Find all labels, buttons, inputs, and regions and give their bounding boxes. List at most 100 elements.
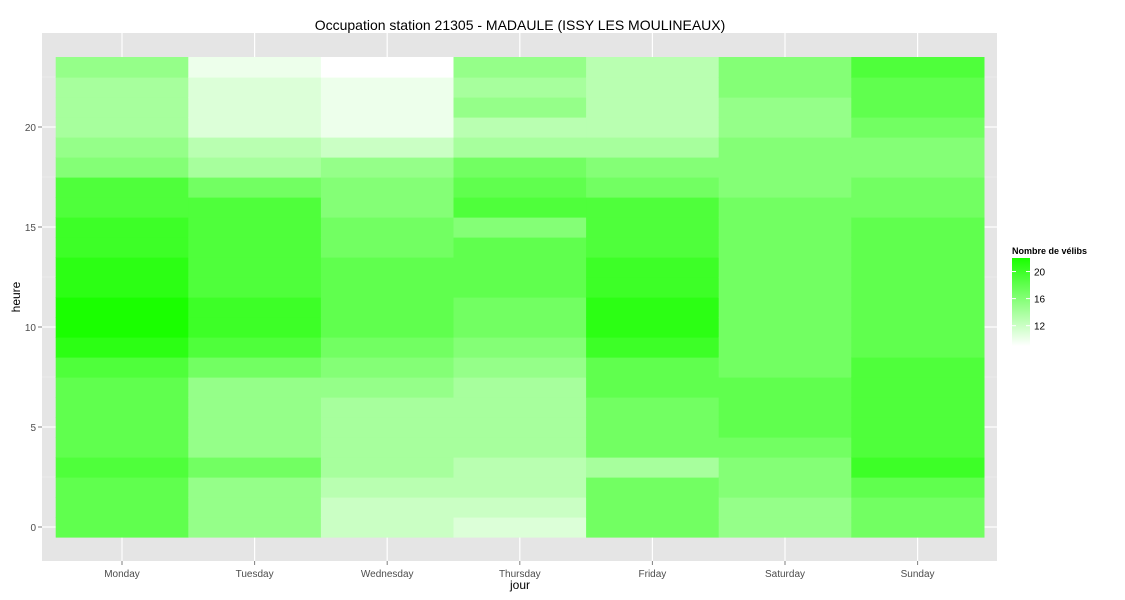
heatmap-cell <box>320 197 455 218</box>
heatmap-cell <box>718 57 852 78</box>
heatmap-cell <box>55 197 189 218</box>
heatmap-cell <box>188 157 322 178</box>
heatmap-cell <box>586 437 720 458</box>
y-axis-ticks: 0 5 10 15 20 <box>25 123 42 534</box>
heatmap-cell <box>188 437 322 458</box>
heatmap-cell <box>188 217 322 238</box>
heatmap-cell <box>188 477 322 498</box>
heatmap-cell <box>320 497 455 518</box>
heatmap-cell <box>718 237 852 258</box>
heatmap-cell <box>320 417 455 438</box>
heatmap-cell <box>188 117 322 138</box>
heatmap-cell <box>851 177 985 198</box>
x-tick-label: Monday <box>104 569 140 580</box>
heatmap-cell <box>320 257 455 278</box>
heatmap-cell <box>320 117 455 138</box>
heatmap-cell <box>188 297 322 318</box>
heatmap-cell <box>320 297 455 318</box>
heatmap-cell <box>320 137 455 158</box>
heatmap-cell <box>586 357 720 378</box>
heatmap-cell <box>453 177 587 198</box>
heatmap-cell <box>188 277 322 298</box>
heatmap-cell <box>55 517 189 538</box>
y-tick-label: 0 <box>30 523 36 534</box>
heatmap-cell <box>586 377 720 398</box>
heatmap-cell <box>320 237 455 258</box>
chart-title: Occupation station 21305 - MADAULE (ISSY… <box>315 17 726 33</box>
x-tick-label: Saturday <box>765 569 805 580</box>
legend-tick-label: 12 <box>1034 322 1046 333</box>
heatmap-cell <box>851 237 985 258</box>
heatmap-cell <box>453 357 587 378</box>
heatmap-cell <box>718 357 852 378</box>
legend-tick-label: 16 <box>1034 295 1046 306</box>
heatmap-cell <box>188 137 322 158</box>
heatmap-cell <box>718 197 852 218</box>
x-tick-label: Wednesday <box>361 569 414 580</box>
heatmap-cell <box>55 377 189 398</box>
y-tick-label: 10 <box>25 323 37 334</box>
heatmap-cell <box>188 497 322 518</box>
heatmap-cell <box>55 337 189 358</box>
heatmap-cell <box>586 237 720 258</box>
heatmap-cell <box>320 317 455 338</box>
heatmap-cell <box>188 317 322 338</box>
heatmap-cell <box>586 477 720 498</box>
heatmap-cell <box>453 257 587 278</box>
heatmap-cell <box>718 177 852 198</box>
heatmap-cell <box>453 97 587 118</box>
heatmap-cell <box>586 177 720 198</box>
heatmap-cell <box>851 497 985 518</box>
heatmap-cell <box>320 357 455 378</box>
heatmap-cell <box>586 457 720 478</box>
heatmap-cell <box>55 297 189 318</box>
heatmap-cell <box>55 157 189 178</box>
heatmap-cell <box>188 357 322 378</box>
heatmap-cell <box>453 297 587 318</box>
heatmap-cell <box>453 217 587 238</box>
heatmap-cell <box>718 257 852 278</box>
heatmap-cell <box>188 197 322 218</box>
heatmap-cell <box>55 57 189 78</box>
heatmap-cells <box>55 57 985 538</box>
heatmap-cell <box>320 517 455 538</box>
heatmap-cell <box>453 477 587 498</box>
heatmap-cell <box>320 97 455 118</box>
heatmap-cell <box>851 77 985 98</box>
heatmap-cell <box>851 377 985 398</box>
heatmap-cell <box>718 477 852 498</box>
heatmap-cell <box>718 437 852 458</box>
heatmap-cell <box>453 517 587 538</box>
heatmap-cell <box>586 97 720 118</box>
heatmap-cell <box>320 437 455 458</box>
heatmap-cell <box>586 317 720 338</box>
x-tick-label: Friday <box>639 569 667 580</box>
heatmap-cell <box>851 477 985 498</box>
heatmap-cell <box>586 137 720 158</box>
heatmap-cell <box>320 77 455 98</box>
heatmap-cell <box>851 217 985 238</box>
heatmap-cell <box>55 317 189 338</box>
heatmap-cell <box>453 397 587 418</box>
heatmap-cell <box>320 457 455 478</box>
heatmap-cell <box>718 277 852 298</box>
heatmap-cell <box>586 217 720 238</box>
y-tick-label: 5 <box>30 423 36 434</box>
heatmap-cell <box>718 417 852 438</box>
color-legend: Nombre de vélibs 12 16 20 <box>1012 246 1087 346</box>
heatmap-cell <box>453 137 587 158</box>
x-tick-label: Tuesday <box>236 569 274 580</box>
heatmap-cell <box>320 277 455 298</box>
heatmap-cell <box>453 57 587 78</box>
heatmap-cell <box>55 437 189 458</box>
heatmap-cell <box>188 257 322 278</box>
y-tick-label: 15 <box>25 223 37 234</box>
heatmap-cell <box>188 517 322 538</box>
heatmap-cell <box>188 237 322 258</box>
heatmap-cell <box>586 57 720 78</box>
heatmap-cell <box>586 197 720 218</box>
heatmap-cell <box>320 377 455 398</box>
y-tick-label: 20 <box>25 123 37 134</box>
heatmap-cell <box>718 317 852 338</box>
